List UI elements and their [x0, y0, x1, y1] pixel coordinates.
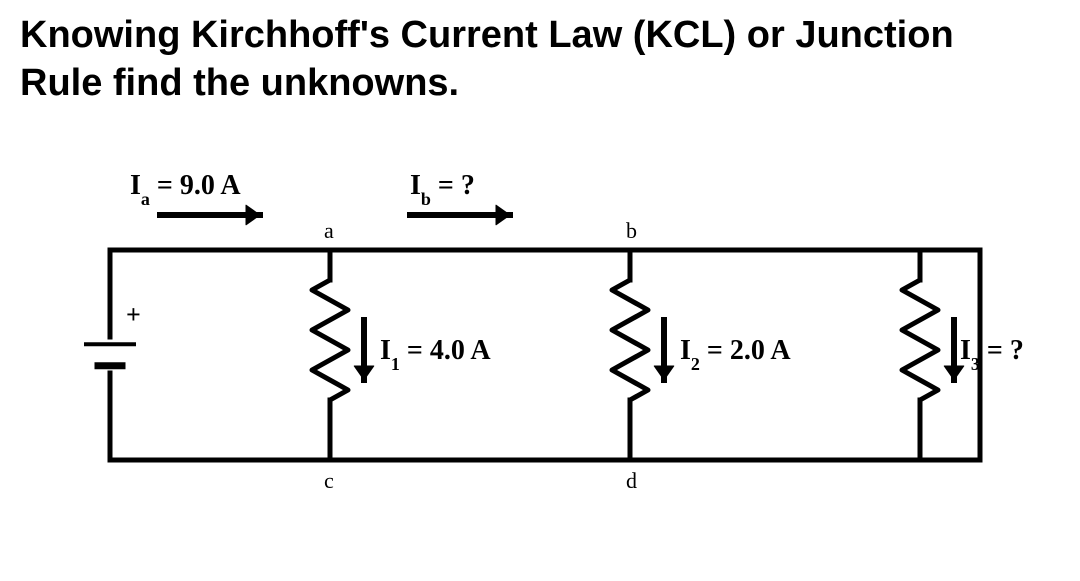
battery-plus: +	[126, 300, 141, 330]
label-Ib: Ib = ?	[410, 170, 475, 206]
circuit-diagram: Ia = 9.0 A Ib = ? I1 = 4.0 A I2 = 2.0 A …	[80, 170, 1000, 510]
node-b: b	[626, 218, 637, 244]
label-I3: I3 = ?	[960, 335, 1024, 371]
circuit-svg	[80, 170, 1000, 510]
node-c: c	[324, 468, 334, 494]
node-d: d	[626, 468, 637, 494]
heading-line-1: Knowing Kirchhoff's Current Law (KCL) or…	[20, 14, 954, 56]
node-a: a	[324, 218, 334, 244]
question-heading: Knowing Kirchhoff's Current Law (KCL) or…	[20, 12, 954, 107]
label-I2: I2 = 2.0 A	[680, 335, 791, 371]
heading-line-2: Rule find the unknowns.	[20, 62, 459, 104]
label-Ia: Ia = 9.0 A	[130, 170, 241, 206]
label-I1: I1 = 4.0 A	[380, 335, 491, 371]
